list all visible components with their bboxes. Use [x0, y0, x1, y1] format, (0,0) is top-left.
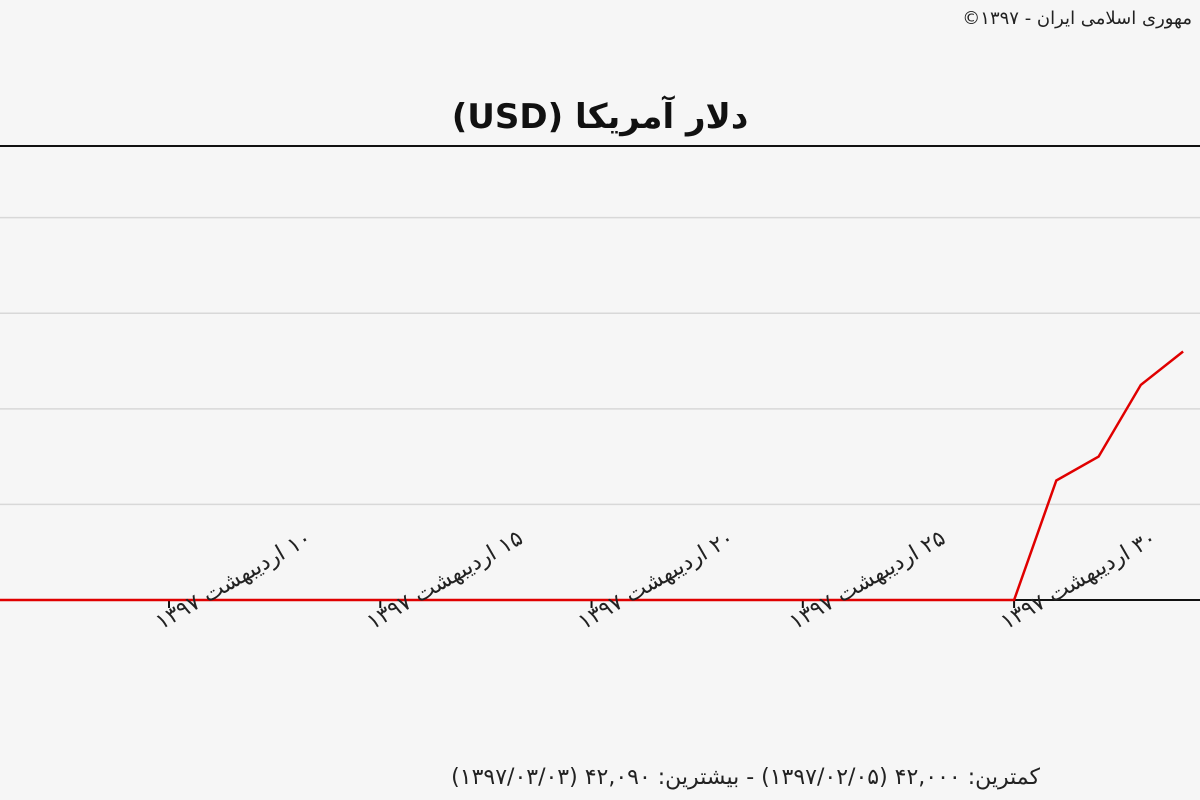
- x-tick-label: ۲۰ اردیبهشت ۱۳۹۷: [574, 526, 739, 635]
- x-tick-label: ۲۵ اردیبهشت ۱۳۹۷: [785, 526, 950, 635]
- copyright-text: مهوری اسلامی ایران - ۱۳۹۷©: [962, 8, 1192, 29]
- x-tick-label: ۱۵ اردیبهشت ۱۳۹۷: [363, 526, 528, 635]
- min-max-stats: کمترین: ۴۲,۰۰۰ (۱۳۹۷/۰۲/۰۵) - بیشترین: ۴…: [451, 765, 1040, 790]
- series-line: [0, 350, 1184, 602]
- x-tick-labels: ۱۰ اردیبهشت ۱۳۹۷ ۱۵ اردیبهشت ۱۳۹۷ ۲۰ اردیب…: [152, 526, 1162, 635]
- grid-lines: [0, 216, 1200, 506]
- series-layer: [0, 350, 1184, 602]
- chart-title: دلار آمریکا (USD): [452, 95, 749, 137]
- axes: [0, 145, 1200, 608]
- x-tick-label: ۱۰ اردیبهشت ۱۳۹۷: [152, 526, 317, 635]
